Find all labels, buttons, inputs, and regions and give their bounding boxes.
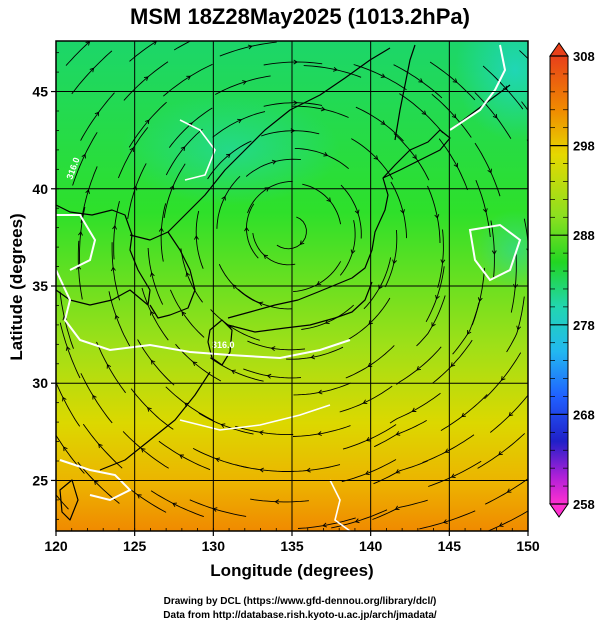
map-title: MSM 18Z28May2025 (1013.2hPa)	[130, 4, 470, 29]
x-tick-label: 135	[280, 538, 304, 554]
cool-region-east	[475, 210, 555, 290]
x-tick-label: 120	[44, 538, 68, 554]
y-tick-label: 30	[32, 375, 48, 391]
contour-label: 316.0	[212, 340, 235, 350]
y-tick-label: 35	[32, 278, 48, 294]
credit-data: Data from http://database.rish.kyoto-u.a…	[163, 610, 437, 621]
streamline-arrow	[200, 34, 204, 38]
x-tick-label: 150	[516, 538, 540, 554]
x-tick-label: 130	[202, 538, 226, 554]
colorbar-tick-label: 258	[573, 497, 595, 512]
colorbar-tick-label: 308	[573, 49, 595, 64]
streamline-arrow	[539, 70, 543, 74]
colorbar-max-arrow	[550, 43, 568, 56]
x-tick-label: 125	[123, 538, 147, 554]
streamline-arrow	[544, 201, 548, 205]
y-tick-label: 25	[32, 472, 48, 488]
colorbar-tick-label: 278	[573, 318, 595, 333]
colorbar-tick-label: 288	[573, 228, 595, 243]
streamline-arrow	[539, 166, 543, 170]
y-tick-label: 45	[32, 84, 48, 100]
streamline-arrow	[537, 125, 541, 129]
colorbar-min-arrow	[550, 504, 568, 517]
colorbar-bar	[550, 56, 568, 504]
colorbar-tick-label: 298	[573, 139, 595, 154]
x-axis: 120 125 130 135 140 145 150	[44, 528, 540, 554]
y-tick-label: 40	[32, 181, 48, 197]
colorbar-tick-label: 268	[573, 407, 595, 422]
x-tick-label: 140	[359, 538, 383, 554]
y-axis: 25 30 35 40 45	[32, 53, 59, 520]
colorbar: 258 268 278 288 298 308	[550, 43, 595, 517]
x-tick-label: 145	[438, 538, 462, 554]
streamline	[527, 140, 551, 193]
credit-drawing: Drawing by DCL (https://www.gfd-dennou.o…	[164, 596, 437, 607]
y-axis-label: Latitude (degrees)	[7, 213, 26, 360]
x-axis-label: Longitude (degrees)	[210, 561, 373, 580]
